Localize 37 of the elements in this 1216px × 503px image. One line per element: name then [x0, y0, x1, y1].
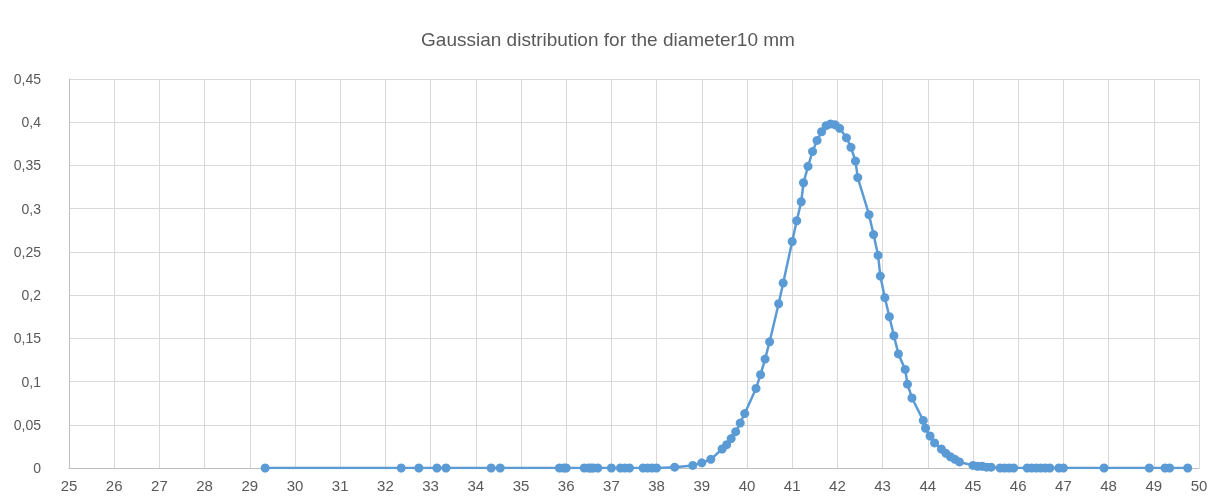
x-tick-label: 34 — [467, 477, 485, 494]
x-tick-label: 25 — [60, 477, 78, 494]
y-tick-label: 0,15 — [13, 330, 42, 347]
y-tick-label: 0,05 — [13, 416, 42, 433]
x-tick-label: 42 — [829, 477, 846, 494]
x-tick-label: 45 — [964, 477, 982, 494]
y-tick-label: 0,45 — [13, 71, 42, 87]
y-tick-label: 0,4 — [21, 114, 42, 131]
y-tick-label: 0,25 — [13, 243, 42, 260]
y-tick-label: 0,2 — [21, 287, 42, 304]
x-tick-label: 30 — [286, 477, 304, 494]
x-tick-label: 47 — [1055, 477, 1072, 494]
x-tick-label: 50 — [1190, 477, 1208, 494]
x-tick-label: 32 — [377, 477, 394, 494]
x-tick-label: 41 — [783, 477, 801, 494]
chart-title: Gaussian distribution for the diameter10 mm — [421, 29, 795, 50]
x-tick-label: 43 — [874, 477, 891, 494]
x-tick-label: 31 — [331, 477, 349, 494]
x-tick-label: 44 — [919, 477, 937, 494]
x-tick-label: 28 — [196, 477, 213, 494]
x-tick-label: 35 — [512, 477, 530, 494]
x-tick-label: 48 — [1100, 477, 1117, 494]
y-tick-label: 0 — [33, 460, 42, 476]
x-tick-label: 49 — [1145, 477, 1163, 494]
x-tick-label: 40 — [738, 477, 756, 494]
x-tick-label: 29 — [241, 477, 259, 494]
x-tick-label: 27 — [151, 477, 168, 494]
y-tick-label: 0,1 — [21, 373, 42, 390]
x-tick-label: 37 — [603, 477, 620, 494]
x-tick-label: 36 — [557, 477, 575, 494]
x-tick-label: 46 — [1009, 477, 1027, 494]
x-tick-label: 39 — [693, 477, 711, 494]
x-tick-label: 26 — [105, 477, 123, 494]
x-tick-label: 38 — [648, 477, 665, 494]
x-tick-label: 33 — [422, 477, 439, 494]
y-tick-label: 0,35 — [13, 157, 42, 174]
y-tick-label: 0,3 — [21, 200, 42, 217]
